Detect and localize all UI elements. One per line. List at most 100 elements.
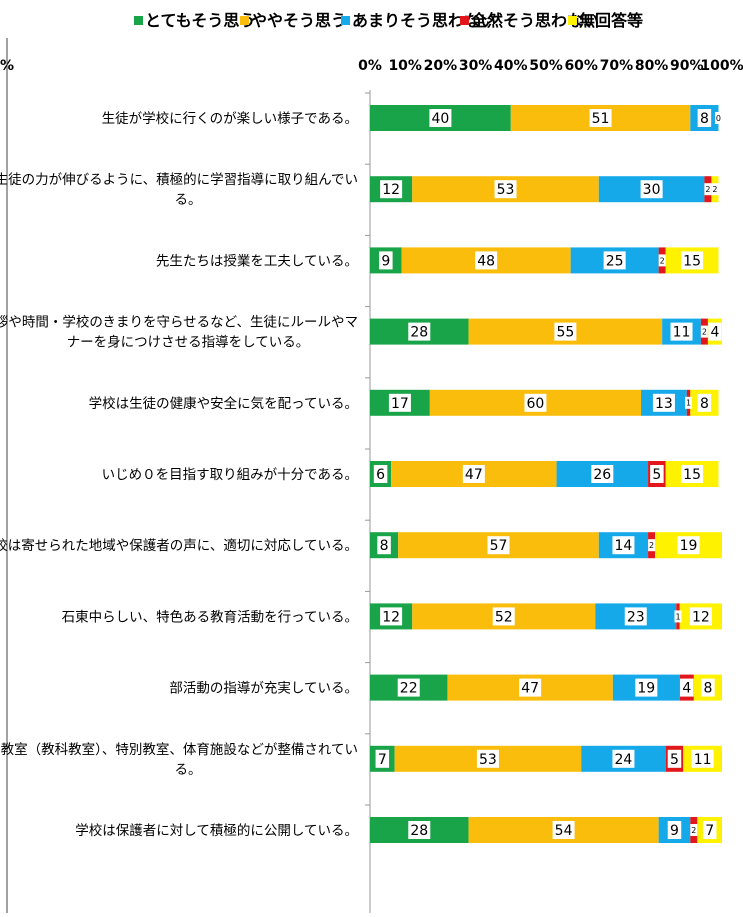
x-tick-label: 50%: [529, 58, 563, 74]
x-tick-label: 20%: [424, 58, 458, 74]
data-label-box: [429, 109, 452, 127]
data-label-box: [388, 393, 411, 412]
x-tick-label: 0%: [358, 58, 382, 74]
data-label: 47: [521, 681, 539, 697]
data-label-box: [494, 180, 517, 199]
data-label: 8: [703, 681, 712, 697]
data-label-box: [697, 393, 712, 412]
data-label-box: [603, 251, 626, 270]
data-label-box: [612, 749, 635, 768]
data-label: 6: [376, 467, 385, 483]
legend-swatch-3: [341, 16, 350, 25]
data-label-box: [640, 180, 663, 199]
data-label-box: [379, 251, 393, 270]
category-labels: 生徒が学校に行くのが楽しい様子である。学校は生徒の力が伸びるように、積極的に学習…: [0, 92, 370, 839]
category-label: 部活動の指導が充実している。: [169, 681, 358, 697]
x-tick-label: 10%: [388, 58, 422, 74]
data-label: 26: [593, 467, 611, 483]
data-label-box: [667, 821, 682, 839]
data-label-box: [380, 180, 403, 199]
data-label: 1: [675, 612, 680, 621]
legend-label-2: ややそう思う: [251, 11, 347, 30]
data-label-box: [701, 678, 715, 697]
data-label-box: [680, 678, 694, 697]
data-label: 51: [592, 111, 610, 127]
data-label: 15: [683, 253, 701, 269]
data-label: 2: [691, 826, 696, 835]
data-label: 9: [670, 823, 679, 839]
x-tick-label: 80%: [635, 58, 669, 74]
category-label: 石東中らしい、特色ある教育活動を行っている。: [62, 608, 358, 625]
data-label-box: [408, 322, 431, 341]
legend-label-4: 全然そう思わない: [470, 11, 599, 30]
data-label: 12: [382, 182, 400, 198]
data-label-box: [650, 465, 664, 483]
category-label: いじめ０を目指す取り組みが十分である。: [102, 467, 358, 483]
data-label: 53: [497, 182, 515, 198]
data-label: 2: [660, 256, 665, 265]
legend-swatch-4: [460, 16, 469, 25]
data-label: 8: [700, 396, 709, 412]
legend-swatch-2: [240, 16, 249, 25]
data-label-box: [690, 824, 698, 836]
data-label-box: [462, 465, 485, 483]
data-label-box: [635, 678, 658, 697]
data-label: 7: [705, 823, 714, 839]
data-label-box: [487, 536, 510, 555]
data-label-box: [704, 183, 712, 196]
data-label: 1: [686, 399, 691, 408]
data-label-box: [689, 607, 712, 626]
data-label: 4: [682, 681, 691, 697]
bar-area: [370, 105, 722, 843]
x-axis-ticks: 0% 10% 20% 30% 40% 50% 60% 70% 80% 90%100%%: [0, 38, 743, 913]
data-label-box: [408, 821, 431, 839]
data-label-box: [373, 465, 388, 483]
category-label: 先生たちは授業を工夫している。: [156, 253, 358, 269]
data-label-box: [648, 539, 656, 552]
category-label: 学校は生徒の力が伸びるように、積極的に学習指導に取り組んでい: [0, 171, 358, 188]
data-label: 19: [680, 538, 698, 554]
data-label: 40: [431, 111, 449, 127]
legend-label-3: あまりそう思わない: [352, 11, 496, 30]
x-tick-label: 30%: [459, 58, 493, 74]
data-label-box: [375, 749, 390, 768]
data-label-box: [554, 322, 577, 341]
x-tick-label: 40%: [494, 58, 528, 74]
data-label-box: [476, 749, 499, 768]
x-tick-label: 70%: [600, 58, 634, 74]
data-label: 22: [400, 681, 418, 697]
data-label-box: [519, 678, 542, 697]
data-label-box: [612, 536, 635, 555]
data-label-box: [591, 465, 614, 483]
data-label: 14: [615, 538, 633, 554]
data-label: 17: [391, 396, 409, 412]
legend-label-5: 無回答等: [579, 11, 643, 30]
category-label-cont: る。: [175, 762, 202, 778]
data-label: 24: [615, 752, 633, 768]
data-label-box: [681, 465, 704, 483]
category-label: 学校は生徒の健康や安全に気を配っている。: [89, 395, 358, 412]
data-label: 2: [702, 327, 707, 336]
data-label: 2: [649, 541, 654, 550]
data-label: 5: [652, 467, 661, 483]
data-label-box: [589, 109, 612, 127]
data-label-box: [708, 322, 722, 341]
data-label: 8: [380, 538, 389, 554]
category-label: 学校は保護者に対して積極的に公開している。: [75, 822, 358, 839]
data-label: 57: [490, 538, 508, 554]
category-label-cont: る。: [175, 192, 202, 208]
category-label: 学校の教室（教科教室）、特別教室、体育施設などが整備されてい: [0, 741, 358, 758]
data-label: 19: [637, 681, 655, 697]
data-label-box: [492, 607, 515, 626]
data-label-box: [658, 254, 666, 267]
data-label-box: [714, 112, 722, 124]
data-label: 2: [712, 185, 717, 194]
data-label: 55: [556, 325, 574, 341]
data-label: 11: [673, 325, 691, 341]
data-label-box: [677, 536, 700, 555]
data-label-box: [380, 607, 403, 626]
data-label: 2: [705, 185, 710, 194]
data-label-box: [524, 393, 547, 412]
